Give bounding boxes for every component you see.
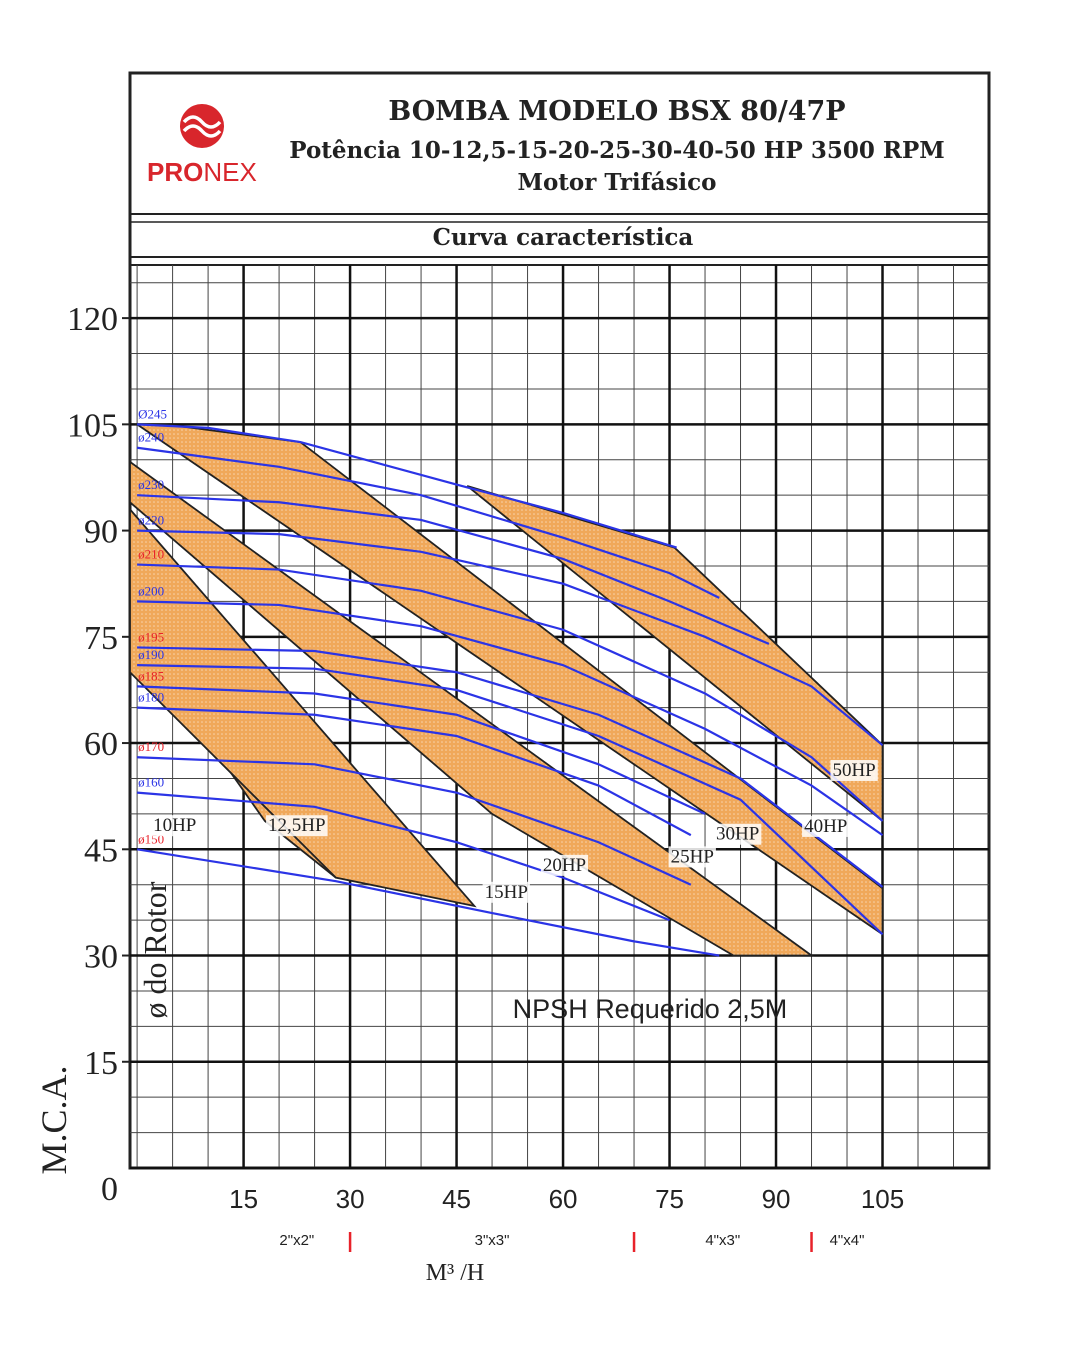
- power-label: 20HP: [543, 855, 586, 876]
- y-tick-label: 0: [101, 1171, 118, 1208]
- curve-label: ø240: [138, 430, 164, 445]
- curve-label: ø210: [138, 547, 164, 562]
- curve-label: ø220: [138, 513, 164, 528]
- impeller-curve: [137, 646, 884, 888]
- x-tick-label: 30: [336, 1184, 365, 1214]
- pipe-size-label: 2"x2": [279, 1232, 314, 1249]
- impeller-curve: [136, 848, 720, 957]
- impeller-curve: [137, 529, 884, 747]
- pipe-size-label: 4"x4": [830, 1232, 865, 1249]
- impeller-curve: [137, 706, 692, 837]
- bands: [130, 423, 884, 957]
- power-label-bg: [540, 854, 589, 876]
- pipe-size-label: 3"x3": [475, 1232, 510, 1249]
- logo-wave: [182, 115, 222, 129]
- power-label: 40HP: [804, 816, 847, 837]
- npsh-note: NPSH Requerido 2,5M: [513, 994, 788, 1024]
- curve-label: ø200: [138, 583, 164, 598]
- impeller-curve: [137, 600, 884, 837]
- y-tick-label: 90: [84, 514, 118, 551]
- y-tick-label: 60: [84, 726, 118, 763]
- power-label-bg: [151, 815, 199, 837]
- logo-pro: PRO: [147, 157, 203, 187]
- curve-label: ø180: [138, 690, 164, 705]
- rotor-axis-label: ø do Rotor: [137, 881, 173, 1018]
- power-label: 12,5HP: [268, 815, 326, 836]
- curve-label: ø160: [138, 775, 164, 790]
- power-label: 10HP: [153, 815, 196, 836]
- power-band: [130, 460, 815, 957]
- logo-nex: NEX: [203, 157, 256, 187]
- impeller-curve: [137, 423, 677, 549]
- impeller-curve: [137, 563, 884, 822]
- power-label: 15HP: [485, 882, 528, 903]
- impeller-curve: [137, 756, 692, 886]
- y-tick-label: 15: [84, 1045, 118, 1082]
- impeller-curve: [136, 446, 720, 599]
- impeller-curve: [137, 791, 670, 922]
- x-tick-label: 75: [655, 1184, 684, 1214]
- curve-label: ø230: [138, 477, 164, 492]
- impeller-curve: [137, 685, 706, 815]
- power-label-bg: [714, 823, 762, 845]
- power-label: 30HP: [716, 824, 759, 845]
- power-label-bg: [830, 759, 878, 781]
- curve-label: ø170: [138, 739, 164, 754]
- y-tick-label: 120: [67, 301, 118, 338]
- logo: PRONEX: [147, 104, 257, 187]
- power-label-bg: [668, 846, 716, 868]
- power-label: 25HP: [671, 846, 714, 867]
- logo-wave: [182, 124, 222, 138]
- plot: Ø245 ø240 ø230 ø220 ø210 ø200 ø195 ø190 ø185 ø180…: [67, 264, 989, 1252]
- y-tick-label: 75: [84, 620, 118, 657]
- impeller-curve: [137, 664, 884, 936]
- power-label-bg: [802, 815, 850, 837]
- x-tick-label: 105: [861, 1184, 904, 1214]
- logo-text: PRONEX: [147, 157, 257, 187]
- section-title: Curva característica: [433, 224, 694, 251]
- power-label-bg: [482, 881, 530, 903]
- y-axis-label: M.C.A.: [34, 1065, 74, 1174]
- x-tick-label: 45: [442, 1184, 471, 1214]
- subtitle: Potência 10-12,5-15-20-25-30-40-50 HP 35…: [289, 137, 944, 164]
- pipe-size-label: 4"x3": [705, 1232, 740, 1249]
- subtitle-2: Motor Trifásico: [517, 169, 716, 196]
- x-tick-label: 15: [229, 1184, 258, 1214]
- curve-label: ø190: [138, 647, 164, 662]
- x-tick-label: 60: [549, 1184, 578, 1214]
- title: BOMBA MODELO BSX 80/47P: [388, 96, 845, 127]
- power-label: 50HP: [832, 760, 875, 781]
- y-tick-label: 45: [84, 832, 118, 869]
- y-tick-label: 105: [67, 407, 118, 444]
- curve-label: ø185: [138, 668, 164, 683]
- power-label-bg: [266, 815, 328, 837]
- curve-label: ø195: [138, 629, 164, 644]
- y-tick-label: 30: [84, 939, 118, 976]
- x-tick-label: 90: [762, 1184, 791, 1214]
- impeller-curve: [137, 494, 770, 645]
- curve-label: Ø245: [138, 406, 167, 421]
- x-axis-label: M³ /H: [426, 1260, 485, 1286]
